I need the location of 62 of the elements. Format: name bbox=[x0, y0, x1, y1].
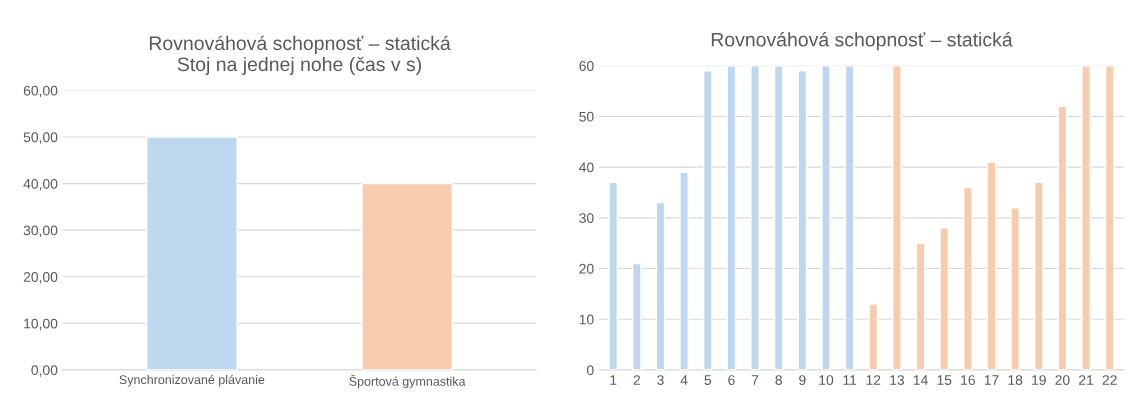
x-tick-label: Športová gymnastika bbox=[349, 374, 466, 389]
chart-title: Rovnováhová schopnosť – statická Stoj na jednej nohe (čas v s) bbox=[149, 35, 451, 76]
bar bbox=[986, 161, 997, 370]
bar bbox=[868, 303, 879, 370]
x-tick-label: 6 bbox=[728, 375, 735, 385]
x-tick-label: Synchronizované plávanie bbox=[119, 374, 265, 387]
y-tick-label: 30,00 bbox=[23, 225, 58, 237]
x-tick-label: 14 bbox=[913, 375, 928, 385]
x-tick-label: 3 bbox=[657, 375, 664, 385]
bar bbox=[1081, 65, 1091, 370]
y-tick-label: 0,00 bbox=[31, 365, 58, 377]
x-tick-label: 15 bbox=[937, 375, 952, 385]
bar bbox=[773, 65, 784, 370]
bar bbox=[1010, 206, 1020, 370]
y-tick-label: 60,00 bbox=[23, 85, 58, 98]
bar bbox=[797, 70, 808, 370]
bar bbox=[702, 70, 713, 370]
bar bbox=[726, 65, 737, 370]
bar bbox=[1104, 65, 1115, 370]
y-tick-label: 30 bbox=[579, 213, 594, 223]
bar bbox=[632, 262, 642, 370]
y-tick-label: 20 bbox=[579, 263, 594, 274]
bar bbox=[1057, 105, 1068, 370]
bar bbox=[844, 65, 855, 370]
x-tick-label: 2 bbox=[633, 375, 641, 385]
y-tick-label: 40,00 bbox=[23, 178, 58, 191]
x-tick-label: 4 bbox=[680, 375, 688, 385]
x-tick-label: 22 bbox=[1102, 375, 1117, 385]
bar bbox=[915, 242, 926, 370]
x-tick-label: 11 bbox=[843, 375, 857, 385]
x-tick-label: 13 bbox=[890, 375, 905, 385]
y-tick-label: 50 bbox=[579, 111, 594, 122]
x-tick-label: 12 bbox=[866, 375, 881, 385]
x-tick-label: 19 bbox=[1032, 375, 1046, 385]
x-tick-label: 1 bbox=[610, 375, 617, 385]
x-tick-label: 10 bbox=[819, 375, 834, 385]
y-tick-label: 50,00 bbox=[23, 132, 58, 144]
x-tick-label: 18 bbox=[1008, 375, 1023, 385]
bar bbox=[750, 65, 760, 370]
y-tick-label: 0 bbox=[586, 365, 594, 376]
bar bbox=[679, 171, 689, 370]
bar bbox=[1033, 181, 1044, 370]
x-tick-label: 8 bbox=[775, 375, 782, 385]
x-tick-label: 17 bbox=[984, 375, 999, 385]
x-tick-label: 7 bbox=[751, 375, 759, 385]
bar bbox=[655, 201, 666, 370]
x-tick-label: 5 bbox=[704, 375, 712, 385]
y-tick-label: 40 bbox=[579, 162, 594, 173]
bar bbox=[821, 65, 831, 370]
chart-title: Rovnováhová schopnosť – statická bbox=[711, 32, 1013, 51]
x-tick-label: 21 bbox=[1079, 375, 1094, 385]
y-tick-label: 20,00 bbox=[23, 272, 58, 284]
bar bbox=[963, 186, 973, 370]
y-tick-label: 10 bbox=[579, 314, 594, 325]
bar bbox=[892, 65, 902, 370]
x-tick-label: 9 bbox=[799, 375, 806, 385]
bar bbox=[939, 227, 950, 370]
bar bbox=[608, 181, 619, 370]
x-tick-label: 20 bbox=[1055, 375, 1070, 385]
x-tick-label: 16 bbox=[961, 375, 975, 385]
y-tick-label: 10,00 bbox=[24, 318, 58, 331]
y-tick-label: 60 bbox=[579, 61, 594, 71]
